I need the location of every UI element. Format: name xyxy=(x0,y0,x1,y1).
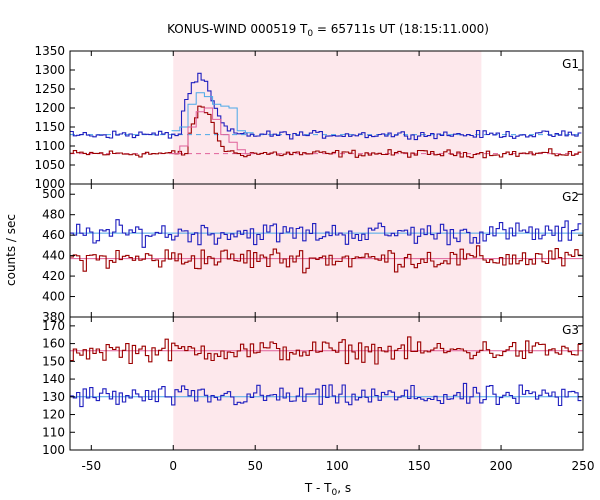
panel-g3: 100 110 120 130 140 150 160 170 G3 xyxy=(42,316,584,457)
y-tick-label: 160 xyxy=(42,337,65,351)
x-tick-label: 100 xyxy=(326,459,349,473)
panel-label: G2 xyxy=(562,190,579,204)
y-tick-label: 140 xyxy=(42,372,65,386)
x-axis-label: T - T0, s xyxy=(304,481,351,498)
chart-title-main: KONUS-WIND 000519 T xyxy=(167,22,308,36)
light-curve-series xyxy=(70,105,582,159)
panel-g1: 1000 1050 1100 1150 1200 1250 1300 1350 G1 xyxy=(34,44,584,191)
burst-fit-series xyxy=(171,107,254,155)
y-tick-label: 100 xyxy=(42,443,65,457)
light-curve-series xyxy=(70,245,582,274)
y-tick-label: 1200 xyxy=(34,101,65,115)
y-tick-label: 380 xyxy=(42,310,65,324)
panel-label: G3 xyxy=(562,323,579,337)
chart-plot-area: 10001050110011501200125013001350G1380400… xyxy=(34,44,594,473)
light-curve-series xyxy=(70,72,582,141)
chart-title: KONUS-WIND 000519 T0 = 65711s UT (18:15:… xyxy=(167,22,489,39)
x-tick-label: 150 xyxy=(408,459,431,473)
y-tick-label: 1150 xyxy=(34,120,65,134)
y-tick-label: 170 xyxy=(42,319,65,333)
x-axis-label-subscript: 0 xyxy=(332,488,338,498)
panel-frame xyxy=(69,316,584,451)
y-tick-label: 1300 xyxy=(34,63,65,77)
y-axis-label: counts / sec xyxy=(4,214,18,286)
y-tick-label: 1100 xyxy=(34,139,65,153)
light-curve-series xyxy=(70,382,582,408)
x-tick-label: 200 xyxy=(490,459,513,473)
y-tick-label: 500 xyxy=(42,187,65,201)
y-tick-label: 1050 xyxy=(34,158,65,172)
y-tick-label: 1000 xyxy=(34,177,65,191)
x-tick-label: 250 xyxy=(572,459,595,473)
x-tick-label: 0 xyxy=(169,459,177,473)
y-tick-label: 460 xyxy=(42,228,65,242)
burst-fit-series xyxy=(171,92,254,134)
panel-label: G1 xyxy=(562,57,579,71)
y-tick-label: 480 xyxy=(42,208,65,222)
x-tick-label: -50 xyxy=(82,459,102,473)
x-axis-label-main: T - T xyxy=(304,481,332,495)
y-tick-label: 150 xyxy=(42,354,65,368)
shaded-interval xyxy=(173,51,482,450)
chart-title-subscript: 0 xyxy=(307,29,313,39)
y-tick-label: 130 xyxy=(42,390,65,404)
x-axis-label-tail: , s xyxy=(337,481,351,495)
light-curve-series xyxy=(70,336,582,365)
y-tick-label: 440 xyxy=(42,249,65,263)
x-tick-label: 50 xyxy=(248,459,263,473)
chart-title-tail: = 65711s UT (18:15:11.000) xyxy=(313,22,489,36)
y-tick-label: 400 xyxy=(42,290,65,304)
y-tick-label: 1250 xyxy=(34,82,65,96)
panel-g2: 380 400 420 440 460 480 500 G2 xyxy=(42,183,584,324)
light-curve-series xyxy=(70,219,582,248)
y-tick-label: 420 xyxy=(42,269,65,283)
y-tick-label: 1350 xyxy=(34,44,65,58)
y-tick-label: 120 xyxy=(42,408,65,422)
y-tick-label: 110 xyxy=(42,425,65,439)
